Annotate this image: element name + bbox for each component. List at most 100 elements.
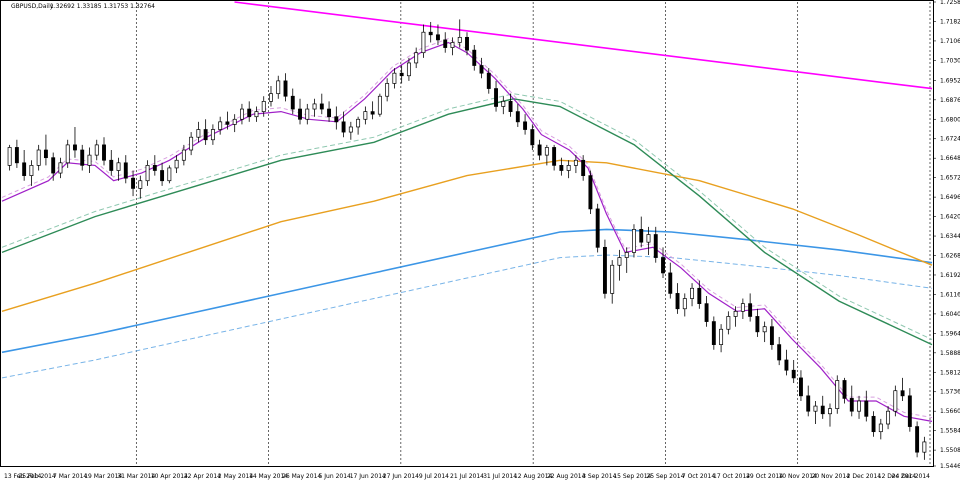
candle-body	[588, 175, 593, 210]
candle	[501, 96, 506, 115]
candle	[298, 98, 302, 125]
candle-body	[29, 165, 34, 176]
candle	[58, 157, 63, 179]
candle-body	[14, 147, 19, 164]
candle	[748, 293, 753, 322]
x-tick-label: 9 Jul 2014	[419, 473, 449, 480]
candle-body	[232, 118, 237, 125]
candle-body	[428, 31, 433, 36]
y-tick-label: 1.71820	[940, 18, 960, 25]
candle	[51, 152, 56, 181]
x-tick-label: 3 Sep 2014	[582, 473, 616, 480]
x-tick-label: 22 Aug 2014	[547, 473, 586, 480]
candle-body	[857, 400, 861, 412]
candle-body	[508, 101, 513, 112]
candle-body	[668, 272, 673, 294]
candle	[820, 395, 825, 419]
candle-body	[160, 170, 165, 182]
candle-body	[494, 88, 498, 107]
x-tick-label: 25 Feb 2014	[18, 473, 56, 480]
x-tick-label: 27 Jun 2014	[383, 473, 419, 480]
candle-body	[820, 405, 825, 415]
candle-body	[726, 316, 731, 330]
candle-body	[436, 34, 440, 41]
candle-body	[552, 147, 557, 166]
candle	[160, 162, 165, 186]
candle	[239, 103, 244, 125]
candle	[494, 80, 498, 112]
candles	[7, 19, 927, 460]
candle	[210, 124, 215, 145]
candle	[283, 73, 288, 102]
candle	[196, 121, 201, 143]
candle-body	[733, 310, 738, 317]
candle	[167, 165, 172, 184]
candle-body	[94, 144, 99, 156]
x-tick-label: 24 Dec 2014	[892, 473, 931, 480]
ma-blue-dashed-line	[1, 254, 933, 379]
candle-body	[791, 369, 796, 379]
candle-body	[537, 144, 542, 156]
ma-blue-line	[1, 228, 933, 354]
candle	[755, 308, 760, 337]
candle	[864, 390, 869, 422]
candle	[341, 111, 346, 138]
candle	[668, 262, 673, 299]
candle	[733, 306, 738, 327]
candle	[399, 65, 404, 84]
candle	[573, 155, 578, 174]
candle-body	[871, 415, 876, 433]
x-tick-label: 20 Nov 2014	[812, 473, 851, 480]
y-tick-label: 1.55840	[940, 428, 960, 435]
candle-body	[465, 36, 469, 51]
candle	[915, 421, 920, 458]
candle	[675, 283, 680, 314]
y-tick-label: 1.55080	[940, 447, 960, 454]
candle-body	[769, 326, 774, 345]
candle-body	[276, 80, 281, 95]
candle-body	[348, 126, 353, 133]
candle	[254, 106, 259, 122]
candle-body	[581, 159, 586, 176]
candle	[436, 24, 440, 46]
candle	[653, 226, 658, 263]
candle-body	[864, 400, 869, 417]
candle	[726, 311, 731, 335]
candle	[784, 349, 789, 376]
candle-body	[479, 65, 484, 74]
candle	[94, 139, 99, 161]
ohlc-label: 1.32692 1.33185 1.31753 1.32764	[50, 3, 155, 10]
moving-averages	[1, 1, 933, 422]
x-tick-label: 25 Sep 2014	[646, 473, 684, 480]
candle	[806, 385, 811, 417]
y-tick-label: 1.59640	[940, 330, 960, 337]
candle	[871, 411, 876, 437]
y-tick-label: 1.60400	[940, 311, 960, 318]
candle	[450, 37, 455, 56]
candle	[769, 319, 774, 350]
candle	[479, 57, 484, 79]
grid-layer	[135, 2, 931, 466]
y-tick-label: 1.64960	[940, 194, 960, 201]
candle	[392, 68, 397, 89]
candle	[486, 68, 491, 94]
candle-body	[624, 252, 629, 258]
candle-body	[181, 149, 186, 161]
y-tick-label: 1.65720	[940, 175, 960, 182]
x-tick-label: 5 Jun 2014	[319, 473, 351, 480]
candle-body	[799, 377, 803, 397]
candle-body	[123, 162, 128, 179]
candle	[515, 103, 520, 127]
candle	[661, 247, 665, 279]
candle	[225, 111, 230, 130]
candle	[232, 114, 237, 133]
candle	[370, 101, 375, 120]
candle-body	[486, 72, 491, 89]
candle-body	[573, 159, 578, 166]
candle-body	[341, 121, 346, 133]
candle-body	[777, 344, 782, 361]
candle-body	[653, 234, 658, 258]
x-tick-label: 14 May 2014	[249, 473, 288, 480]
y-tick-label: 1.62680	[940, 253, 960, 260]
